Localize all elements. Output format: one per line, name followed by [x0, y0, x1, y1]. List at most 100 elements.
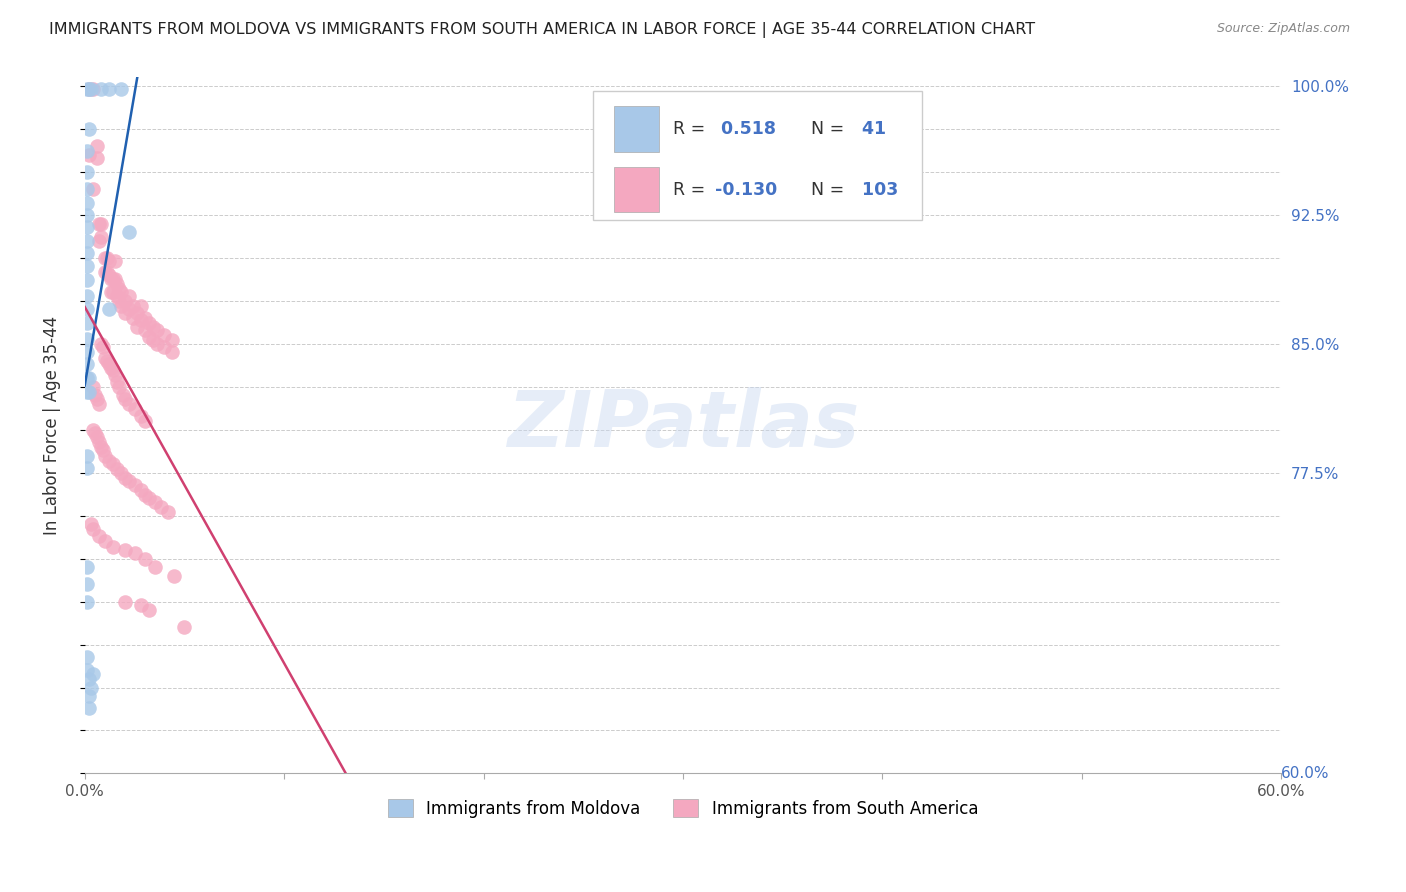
Point [82, 182, 104, 196]
Point [101, 285, 124, 300]
Point [129, 299, 152, 313]
Point [134, 323, 156, 337]
Point [90, 336, 112, 351]
Point [90, 440, 112, 454]
Point [87, 397, 110, 411]
Point [90, 82, 112, 96]
Point [105, 462, 128, 476]
Point [104, 254, 127, 268]
Point [96, 265, 118, 279]
Point [76, 358, 98, 372]
Point [77, 82, 100, 96]
Point [76, 594, 98, 608]
Point [96, 354, 118, 368]
Point [97, 453, 120, 467]
Point [129, 409, 152, 423]
Point [77, 371, 100, 385]
Point [105, 375, 128, 389]
Point [86, 139, 108, 153]
Point [134, 551, 156, 566]
Point [125, 306, 148, 320]
Point [76, 560, 98, 574]
Point [91, 443, 114, 458]
Point [87, 529, 110, 543]
Point [134, 488, 156, 502]
Text: ZIPatlas: ZIPatlas [506, 387, 859, 464]
Point [90, 230, 112, 244]
Point [93, 251, 115, 265]
Text: R =: R = [673, 181, 706, 199]
Point [80, 517, 103, 532]
Point [93, 534, 115, 549]
Point [145, 323, 167, 337]
Point [97, 82, 120, 96]
Point [101, 271, 124, 285]
Point [110, 82, 132, 96]
Point [97, 358, 120, 372]
Text: IMMIGRANTS FROM MOLDOVA VS IMMIGRANTS FROM SOUTH AMERICA IN LABOR FORCE | AGE 35: IMMIGRANTS FROM MOLDOVA VS IMMIGRANTS FR… [49, 22, 1035, 38]
Point [110, 299, 132, 313]
Point [76, 245, 98, 260]
Point [117, 288, 139, 302]
Point [162, 345, 184, 359]
Point [100, 271, 122, 285]
Point [143, 560, 166, 574]
Y-axis label: In Labor Force | Age 35-44: In Labor Force | Age 35-44 [44, 316, 60, 535]
Point [76, 384, 98, 399]
Point [97, 302, 120, 317]
Point [86, 392, 108, 406]
Point [114, 594, 136, 608]
Point [80, 82, 103, 96]
Point [138, 316, 160, 330]
Point [124, 402, 146, 417]
Point [114, 293, 136, 308]
Point [141, 334, 163, 348]
Point [104, 271, 127, 285]
Point [163, 569, 186, 583]
Point [107, 293, 129, 308]
Point [76, 577, 98, 591]
Point [87, 434, 110, 449]
Point [83, 426, 105, 441]
Point [107, 380, 129, 394]
Point [82, 523, 104, 537]
Point [86, 429, 108, 443]
Point [76, 234, 98, 248]
Point [97, 254, 120, 268]
Point [76, 649, 98, 664]
Point [157, 505, 180, 519]
Point [97, 268, 120, 282]
Point [82, 380, 104, 394]
Point [77, 672, 100, 686]
Point [83, 388, 105, 402]
Text: R =: R = [673, 120, 706, 138]
Text: 103: 103 [851, 181, 898, 199]
Point [77, 689, 100, 703]
Point [134, 311, 156, 326]
Point [162, 334, 184, 348]
Point [149, 500, 172, 514]
Point [129, 483, 152, 497]
Point [76, 288, 98, 302]
Point [173, 620, 195, 634]
Legend: Immigrants from Moldova, Immigrants from South America: Immigrants from Moldova, Immigrants from… [381, 793, 986, 824]
Point [141, 319, 163, 334]
Point [138, 603, 160, 617]
Point [121, 299, 143, 313]
Point [125, 319, 148, 334]
Text: 60.0%: 60.0% [1281, 766, 1330, 780]
Point [76, 165, 98, 179]
Point [114, 543, 136, 558]
Point [76, 663, 98, 677]
Point [77, 148, 100, 162]
Point [114, 306, 136, 320]
Point [86, 151, 108, 165]
Point [76, 195, 98, 210]
Bar [613, 167, 659, 212]
Point [93, 449, 115, 463]
Point [124, 477, 146, 491]
Point [82, 666, 104, 681]
Point [76, 219, 98, 234]
Point [76, 260, 98, 274]
Point [76, 345, 98, 359]
